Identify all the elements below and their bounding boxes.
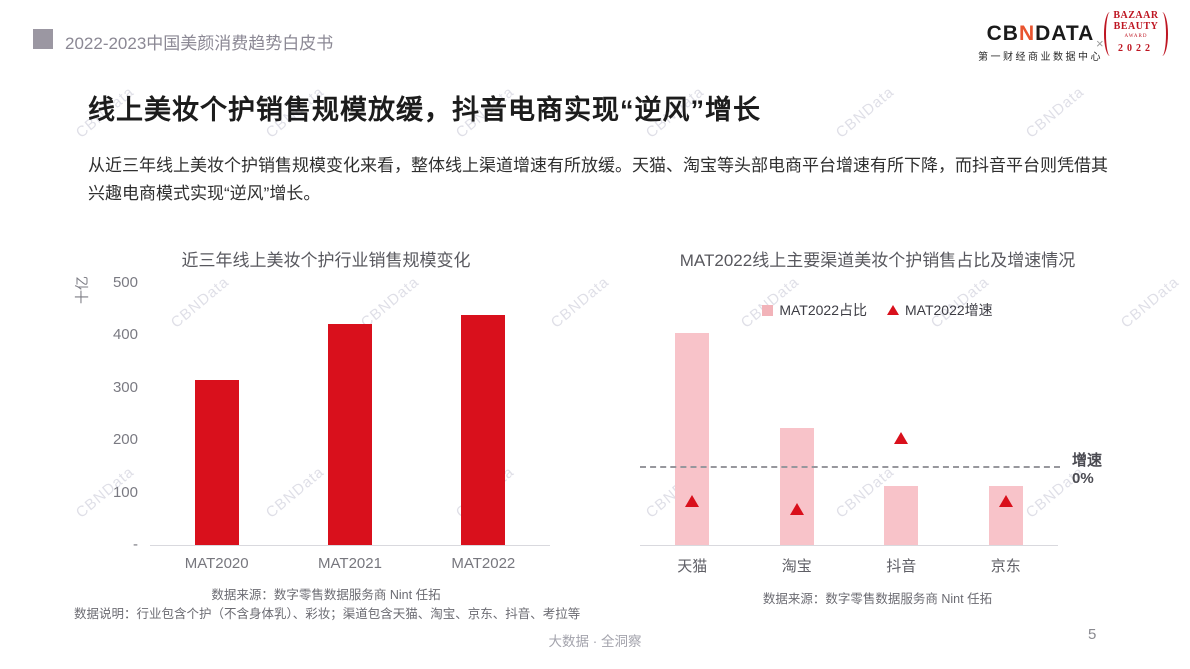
right-chart-slot [849, 325, 954, 545]
cbndata-n-glyph: N [1018, 22, 1036, 45]
growth-zero-dashed-line [640, 466, 1060, 468]
award-year: 2022 [1118, 43, 1154, 54]
header-square-bullet [33, 29, 53, 49]
award-line3: AWARD [1124, 34, 1148, 39]
right-chart-slot [954, 325, 1059, 545]
left-chart-y-tick: 100 [112, 483, 138, 501]
left-chart-y-tick: - [133, 536, 138, 553]
cbndata-subtitle: 第一财经商业数据中心 [978, 52, 1103, 63]
right-chart: MAT2022线上主要渠道美妆个护销售占比及增速情况 MAT2022占比 MAT… [630, 240, 1125, 640]
right-chart-legend: MAT2022占比 MAT2022增速 [630, 300, 1125, 320]
sales-bar [327, 324, 372, 545]
right-chart-category-label: 天猫 [677, 558, 708, 575]
right-chart-category-label: 抖音 [886, 558, 917, 575]
left-chart-y-tick: 400 [112, 326, 138, 344]
legend-item-share: MAT2022占比 [762, 300, 867, 320]
growth-marker-triangle [789, 503, 804, 515]
sales-bar [461, 315, 506, 545]
share-bar [779, 428, 814, 545]
laurel-left-icon [1104, 12, 1116, 56]
right-chart-plot [640, 325, 1058, 546]
share-bar [884, 486, 919, 545]
left-chart-note: 数据说明：行业包含个护（不含身体乳）、彩妆；渠道包含天猫、淘宝、京东、抖音、考拉… [74, 607, 581, 621]
share-bar [675, 333, 710, 545]
growth-marker-triangle [894, 432, 909, 444]
left-chart-title: 近三年线上美妆个护行业销售规模变化 [181, 251, 471, 270]
right-chart-source: 数据来源：数字零售数据服务商 Nint 任拓 [762, 592, 993, 606]
page-intro-paragraph: 从近三年线上美妆个护销售规模变化来看，整体线上渠道增速有所放缓。天猫、淘宝等头部… [88, 156, 1108, 203]
share-swatch-icon [762, 304, 774, 316]
left-chart: 近三年线上美妆个护行业销售规模变化 十亿 500 400 300 200 100- MA… [66, 240, 586, 640]
page-title: 线上美妆个护销售规模放缓，抖音电商实现“逆风”增长 [88, 95, 761, 125]
legend-share-label: MAT2022占比 [779, 302, 867, 318]
right-chart-title: MAT2022线上主要渠道美妆个护销售占比及增速情况 [679, 251, 1076, 270]
footer-slogan: 大数据 · 全洞察 [548, 634, 642, 649]
growth-marker-triangle [998, 495, 1013, 507]
right-chart-category-label: 淘宝 [781, 558, 812, 575]
left-chart-x-labels: MAT2020 MAT2021 MAT2022 [150, 555, 550, 572]
right-chart-slot [640, 325, 745, 545]
award-line2: BEAUTY [1113, 21, 1159, 32]
growth-zero-label: 增速 0% [1072, 452, 1102, 488]
logo-cross-icon: × [1096, 36, 1104, 51]
growth-zero-label-text: 增速 [1072, 452, 1103, 469]
legend-item-growth: MAT2022增速 [887, 300, 993, 320]
right-chart-x-labels: 天猫 淘宝 抖音 京东 [640, 555, 1058, 576]
left-chart-category-label: MAT2021 [318, 555, 382, 572]
bazaar-beauty-award-logo: BAZAAR BEAUTY AWARD 2022 [1104, 10, 1168, 56]
left-chart-plot [150, 283, 550, 546]
left-chart-y-tick: 300 [112, 378, 138, 396]
sales-bar [194, 380, 239, 545]
right-chart-slot [745, 325, 850, 545]
growth-triangle-icon [887, 305, 899, 315]
left-chart-source: 数据来源：数字零售数据服务商 Nint 任拓 [211, 588, 441, 602]
left-chart-category-label: MAT2022 [451, 555, 516, 572]
cbndata-wordmark: CBNDATA [986, 22, 1095, 45]
legend-growth-label: MAT2022增速 [905, 302, 993, 318]
left-chart-category-label: MAT2020 [184, 555, 249, 572]
report-title-breadcrumb: 2022-2023中国美颜消费趋势白皮书 [65, 34, 334, 53]
growth-marker-triangle [685, 495, 700, 507]
cbndata-logo: CBNDATA 第一财经商业数据中心 [978, 22, 1103, 63]
growth-zero-label-value: 0% [1072, 470, 1094, 487]
laurel-right-icon [1156, 12, 1168, 56]
page-number: 5 [1088, 626, 1097, 643]
left-chart-y-tick: 500 [112, 274, 138, 291]
right-chart-category-label: 京东 [990, 558, 1021, 575]
award-line1: BAZAAR [1113, 10, 1159, 21]
left-chart-y-tick: 200 [112, 431, 138, 449]
